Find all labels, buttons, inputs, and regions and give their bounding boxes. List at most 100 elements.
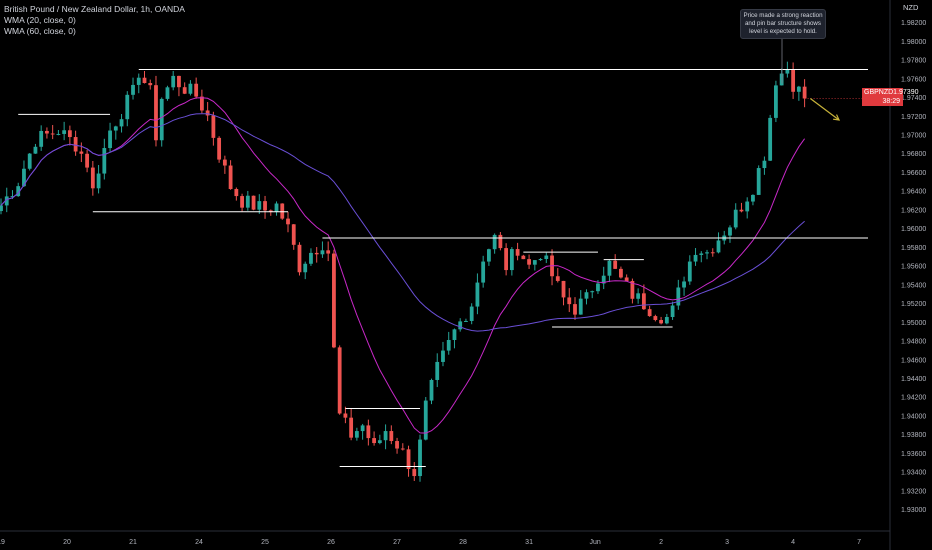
candle-body	[366, 425, 371, 439]
time-tick-label: 28	[459, 539, 467, 546]
candle-body	[687, 261, 692, 282]
candle-body	[435, 361, 440, 380]
candle-body	[4, 196, 9, 206]
currency-label: NZD	[903, 3, 919, 12]
candle-body	[716, 240, 721, 253]
wma60-line	[0, 113, 805, 332]
candle-body	[475, 282, 480, 307]
candle-body	[429, 379, 434, 401]
candle-body	[332, 253, 336, 348]
candle-body	[286, 218, 290, 225]
time-tick-label: Jun	[589, 539, 600, 546]
price-tick-label: 1.93000	[901, 507, 926, 514]
candle-body	[62, 130, 67, 134]
candle-body	[165, 87, 170, 99]
candle-body	[136, 77, 141, 85]
annotation-note[interactable]: Price made a strong reaction and pin bar…	[740, 9, 826, 39]
candle-body	[372, 438, 376, 444]
candle-body	[79, 151, 84, 154]
candle-body	[263, 201, 267, 211]
candle-body	[113, 126, 118, 131]
candle-body	[125, 94, 130, 120]
annotation-line-1: Price made a strong reaction	[743, 12, 823, 19]
candle-body	[217, 137, 222, 160]
price-tick-label: 1.95000	[901, 320, 926, 327]
candle-body	[45, 130, 49, 134]
price-tick-label: 1.93600	[901, 451, 926, 458]
candle-body	[532, 260, 537, 265]
wma20-legend[interactable]: WMA (20, close, 0)	[4, 15, 76, 25]
candle-body	[406, 449, 411, 470]
candle-body	[303, 263, 308, 273]
projection-arrow	[809, 98, 840, 121]
wma60-legend[interactable]: WMA (60, close, 0)	[4, 26, 76, 36]
projection-arrow-head	[833, 114, 841, 121]
bar-countdown: 38:29	[882, 97, 900, 105]
price-tick-label: 1.95400	[901, 282, 926, 289]
price-tick-label: 1.96000	[901, 226, 926, 233]
candle-body	[705, 252, 709, 254]
candle-body	[624, 277, 629, 281]
candle-body	[555, 276, 560, 281]
candle-body	[515, 249, 520, 256]
candle-body	[527, 259, 531, 265]
candle-body	[171, 75, 176, 88]
time-tick-label: 19	[0, 539, 5, 546]
candle-body	[377, 440, 382, 444]
price-tick-label: 1.96200	[901, 207, 926, 214]
candle-body	[693, 254, 698, 262]
annotation-line-2: and pin bar structure shows	[744, 20, 821, 27]
candle-body	[785, 69, 790, 74]
candle-body	[182, 87, 187, 94]
price-tick-label: 1.96400	[901, 189, 926, 196]
candle-body	[337, 347, 342, 414]
candle-body	[630, 280, 635, 299]
candle-body	[412, 469, 417, 477]
time-tick-label: 2	[659, 539, 663, 546]
candle-body	[498, 234, 503, 249]
candle-body	[544, 255, 549, 259]
candle-body	[710, 252, 715, 254]
time-tick-label: 31	[525, 539, 533, 546]
candle-body	[154, 85, 158, 141]
candle-body	[796, 86, 801, 92]
price-tick-label: 1.94400	[901, 376, 926, 383]
candle-body	[343, 413, 348, 418]
candle-body	[148, 83, 153, 86]
candle-body	[73, 137, 78, 152]
candle-body	[423, 400, 428, 440]
price-tick-label: 1.97400	[901, 95, 926, 102]
candle-body	[464, 320, 468, 322]
candle-body	[360, 425, 365, 432]
time-tick-label: 3	[725, 539, 729, 546]
candle-body	[257, 201, 262, 210]
candle-body	[751, 194, 755, 202]
time-tick-label: 4	[791, 539, 795, 546]
wma20-line	[0, 97, 806, 434]
candle-body	[22, 168, 26, 187]
candle-body	[590, 291, 595, 293]
candle-body	[636, 293, 641, 299]
price-tick-label: 1.94600	[901, 357, 926, 364]
price-tick-label: 1.94000	[901, 413, 926, 420]
time-tick-label: 25	[261, 539, 269, 546]
candle-body	[647, 309, 652, 317]
candle-body	[119, 119, 124, 127]
candle-body	[320, 250, 325, 255]
candle-body	[756, 168, 761, 195]
candle-body	[768, 117, 773, 161]
candle-body	[659, 320, 663, 324]
candle-body	[297, 244, 302, 273]
candle-body	[280, 203, 285, 219]
candle-body	[670, 305, 675, 318]
price-tick-label: 1.94200	[901, 395, 926, 402]
price-tick-label: 1.97000	[901, 133, 926, 140]
candle-body	[131, 84, 135, 95]
candle-body	[699, 253, 704, 255]
candle-body	[90, 167, 95, 189]
price-tick-label: 1.93400	[901, 470, 926, 477]
current-price: 1.97390	[893, 89, 919, 96]
candle-body	[222, 159, 227, 166]
